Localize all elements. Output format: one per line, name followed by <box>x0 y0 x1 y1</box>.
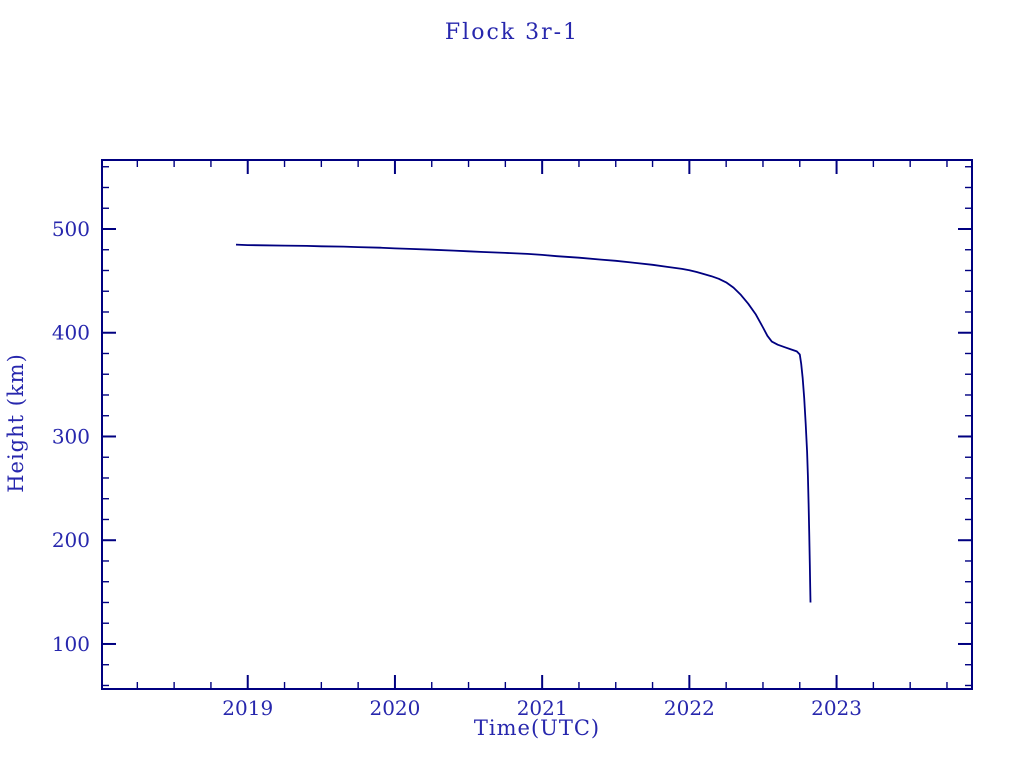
svg-text:400: 400 <box>52 321 90 345</box>
chart-title: Flock 3r-1 <box>444 20 580 45</box>
height-decay-line <box>235 243 812 603</box>
svg-text:300: 300 <box>52 424 90 448</box>
svg-text:2021: 2021 <box>517 696 568 720</box>
svg-text:200: 200 <box>52 528 90 552</box>
x-axis-label: Time(UTC) <box>473 716 601 740</box>
svg-text:2019: 2019 <box>222 696 273 720</box>
svg-text:2022: 2022 <box>664 696 715 720</box>
svg-text:2020: 2020 <box>369 696 420 720</box>
svg-text:2023: 2023 <box>811 696 862 720</box>
svg-text:100: 100 <box>52 632 90 656</box>
svg-text:500: 500 <box>52 217 90 241</box>
y-axis-label: Height (km) <box>4 353 28 493</box>
